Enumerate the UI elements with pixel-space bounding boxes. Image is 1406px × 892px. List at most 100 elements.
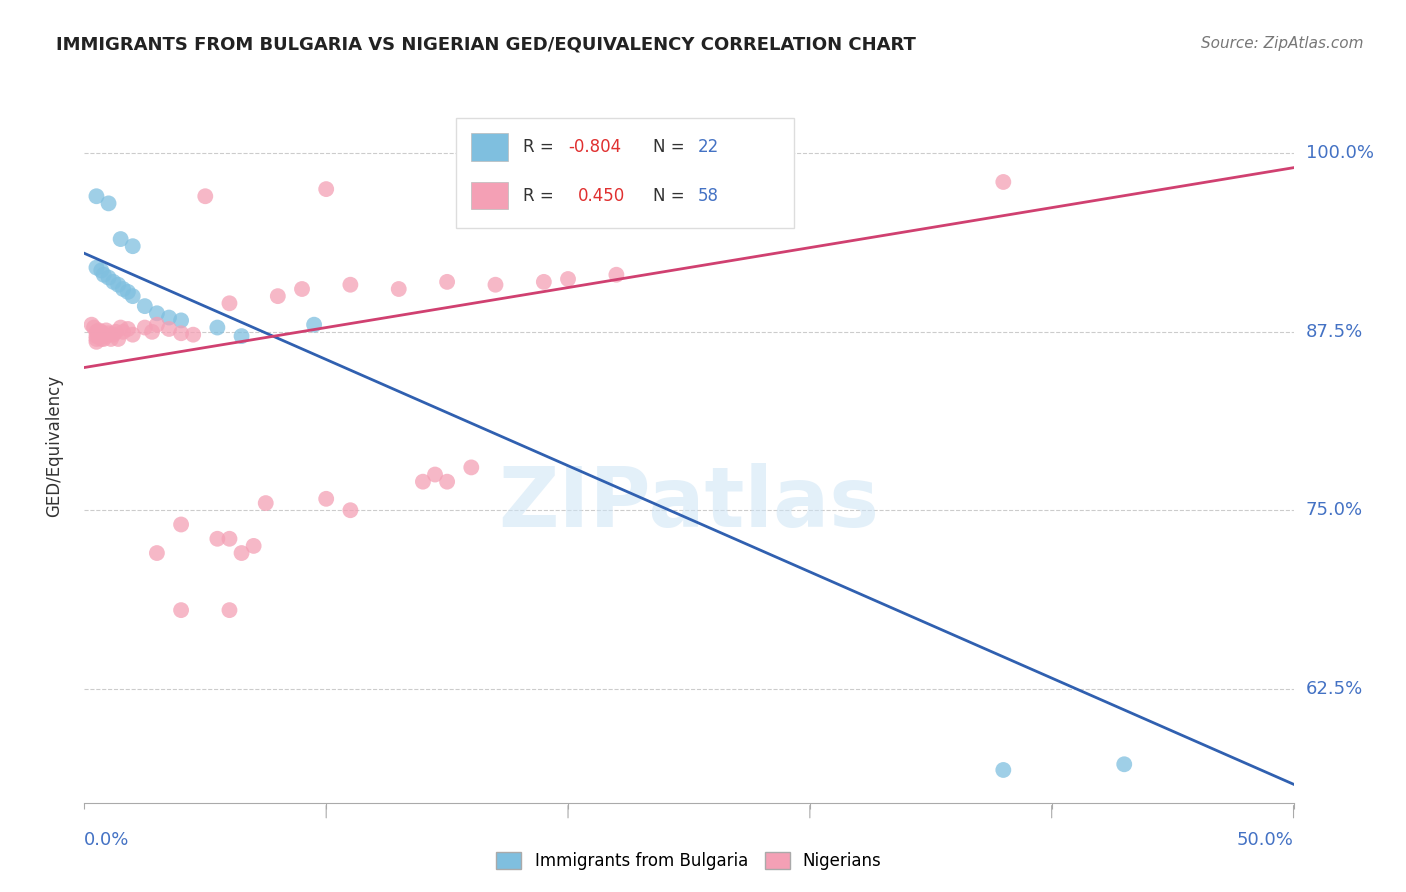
Point: [218, 296, 240, 310]
FancyBboxPatch shape: [471, 182, 508, 209]
Point: [194, 189, 217, 203]
Point: [170, 517, 193, 532]
Point: [103, 327, 125, 342]
Point: [157, 310, 180, 325]
Point: [207, 532, 229, 546]
Text: 50.0%: 50.0%: [1237, 831, 1294, 849]
Text: 87.5%: 87.5%: [1306, 323, 1362, 341]
Point: [146, 318, 169, 332]
Point: [97, 270, 120, 285]
Point: [146, 546, 169, 560]
Point: [83, 320, 105, 334]
Point: [134, 320, 156, 334]
Text: R =: R =: [523, 186, 565, 204]
Point: [484, 277, 506, 292]
Text: 75.0%: 75.0%: [1306, 501, 1362, 519]
Point: [605, 268, 627, 282]
Point: [86, 189, 108, 203]
Point: [302, 318, 325, 332]
Point: [90, 325, 112, 339]
Text: R =: R =: [523, 138, 560, 156]
Point: [93, 327, 115, 342]
Text: 0.0%: 0.0%: [84, 831, 129, 849]
Point: [460, 460, 482, 475]
Point: [86, 325, 108, 339]
Point: [112, 325, 135, 339]
Text: N =: N =: [652, 186, 689, 204]
Point: [218, 532, 240, 546]
Point: [90, 332, 112, 346]
FancyBboxPatch shape: [456, 118, 794, 228]
Point: [254, 496, 277, 510]
Point: [231, 329, 253, 343]
FancyBboxPatch shape: [471, 134, 508, 161]
Point: [103, 275, 125, 289]
Point: [170, 326, 193, 341]
Point: [436, 475, 458, 489]
Text: 62.5%: 62.5%: [1306, 680, 1362, 698]
Point: [110, 232, 132, 246]
Point: [170, 313, 193, 327]
Text: 58: 58: [697, 186, 718, 204]
Point: [339, 503, 361, 517]
Point: [86, 329, 108, 343]
Y-axis label: GED/Equivalency: GED/Equivalency: [45, 375, 63, 517]
Point: [86, 260, 108, 275]
Point: [93, 268, 115, 282]
Text: 0.450: 0.450: [578, 186, 624, 204]
Point: [533, 275, 555, 289]
Point: [242, 539, 264, 553]
Point: [423, 467, 446, 482]
Point: [87, 329, 110, 343]
Text: ZIPatlas: ZIPatlas: [499, 463, 879, 543]
Point: [291, 282, 314, 296]
Point: [557, 272, 579, 286]
Point: [181, 327, 204, 342]
Point: [170, 603, 193, 617]
Point: [107, 332, 129, 346]
Point: [104, 325, 127, 339]
Point: [339, 277, 361, 292]
Point: [993, 763, 1015, 777]
Point: [97, 326, 120, 341]
Point: [412, 475, 434, 489]
Text: Source: ZipAtlas.com: Source: ZipAtlas.com: [1201, 36, 1364, 51]
Point: [146, 306, 169, 320]
Point: [121, 327, 143, 342]
Point: [110, 320, 132, 334]
Point: [117, 322, 139, 336]
Point: [388, 282, 411, 296]
Text: 100.0%: 100.0%: [1306, 145, 1374, 162]
Point: [94, 323, 117, 337]
Point: [121, 239, 143, 253]
Point: [315, 491, 337, 506]
Point: [231, 546, 253, 560]
Point: [141, 325, 163, 339]
Point: [94, 329, 117, 343]
Text: -0.804: -0.804: [568, 138, 621, 156]
Point: [97, 196, 120, 211]
Point: [100, 332, 122, 346]
Text: IMMIGRANTS FROM BULGARIA VS NIGERIAN GED/EQUIVALENCY CORRELATION CHART: IMMIGRANTS FROM BULGARIA VS NIGERIAN GED…: [56, 36, 917, 54]
Point: [107, 277, 129, 292]
Legend: Immigrants from Bulgaria, Nigerians: Immigrants from Bulgaria, Nigerians: [489, 845, 889, 877]
Point: [207, 320, 229, 334]
Point: [80, 318, 103, 332]
Point: [86, 334, 108, 349]
Point: [117, 285, 139, 299]
Point: [93, 332, 115, 346]
Point: [90, 263, 112, 277]
Point: [436, 275, 458, 289]
Point: [112, 282, 135, 296]
Point: [267, 289, 290, 303]
Point: [218, 603, 240, 617]
Point: [87, 323, 110, 337]
Point: [134, 299, 156, 313]
Text: 22: 22: [697, 138, 718, 156]
Point: [157, 322, 180, 336]
Point: [315, 182, 337, 196]
Point: [121, 289, 143, 303]
Point: [1114, 757, 1136, 772]
Point: [90, 329, 112, 343]
Point: [86, 332, 108, 346]
